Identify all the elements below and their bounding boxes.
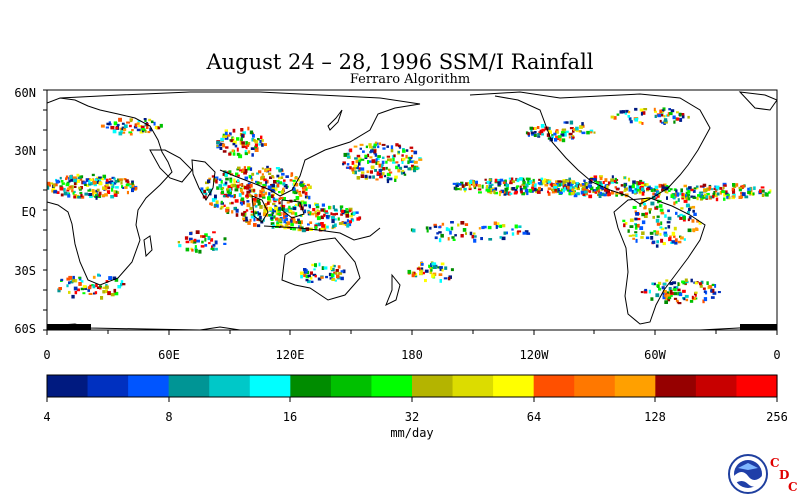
antarctica-land-fill-east	[740, 324, 777, 330]
colorbar-ticks	[46, 397, 778, 402]
colorbar-label-8: 8	[165, 410, 173, 424]
rainfall-field	[47, 107, 772, 305]
colorbar-label-256: 256	[766, 410, 788, 424]
cdc-letter-d: D	[779, 468, 790, 482]
colorbar-swatch	[574, 375, 616, 397]
colorbar-swatch	[249, 375, 291, 397]
lon-label-60w: 60W	[644, 348, 666, 362]
map-subtitle: Ferraro Algorithm	[349, 72, 471, 87]
lon-label-60e: 60E	[158, 348, 180, 362]
colorbar-swatch	[371, 375, 413, 397]
colorbar-swatch	[655, 375, 697, 397]
colorbar-swatch	[412, 375, 454, 397]
lon-label-0-east: 0	[773, 348, 781, 362]
colorbar-label-128: 128	[644, 410, 666, 424]
colorbar-label-32: 32	[404, 410, 420, 424]
colorbar-swatch	[47, 375, 89, 397]
lon-ticks	[46, 330, 778, 335]
colorbar-swatch	[290, 375, 332, 397]
colorbar-swatch	[695, 375, 738, 397]
colorbar-label-16: 16	[282, 410, 298, 424]
colorbar-label-64: 64	[526, 410, 542, 424]
lat-label-eq: EQ	[21, 205, 36, 219]
colorbar-label-4: 4	[43, 410, 51, 424]
colorbar-swatch	[87, 375, 129, 397]
lat-ticks	[43, 89, 47, 331]
noaa-logo	[728, 454, 768, 494]
colorbar-swatch	[614, 375, 656, 397]
map-title: August 24 – 28, 1996 SSM/I Rainfall	[206, 50, 594, 74]
lon-label-120w: 120W	[519, 348, 549, 362]
cdc-letter-c2: C	[788, 480, 798, 494]
cdc-letter-c1: C	[770, 456, 780, 470]
antarctica-land-fill	[47, 324, 91, 330]
colorbar	[47, 375, 778, 397]
lon-label-0: 0	[43, 348, 51, 362]
colorbar-swatch	[736, 375, 778, 397]
lon-label-180: 180	[401, 348, 423, 362]
lat-label-30s: 30S	[14, 264, 36, 278]
colorbar-swatch	[533, 375, 575, 397]
colorbar-swatch	[128, 375, 170, 397]
colorbar-swatch	[168, 375, 210, 397]
colorbar-swatch	[330, 375, 373, 397]
colorbar-swatch	[452, 375, 494, 397]
lat-label-60n: 60N	[14, 86, 36, 100]
colorbar-units: mm/day	[390, 426, 434, 440]
colorbar-swatch	[209, 375, 251, 397]
lon-label-120e: 120E	[275, 348, 305, 362]
lat-label-60s: 60S	[14, 322, 36, 336]
colorbar-swatch	[493, 375, 535, 397]
lat-label-30n: 30N	[14, 144, 36, 158]
